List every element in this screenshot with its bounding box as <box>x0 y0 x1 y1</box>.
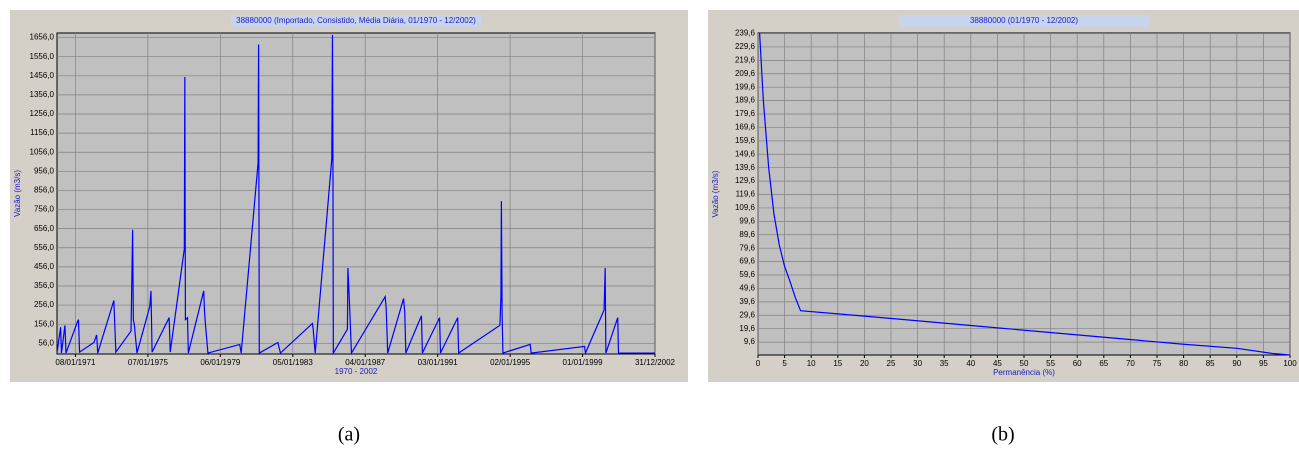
y-tick-label: 159,6 <box>735 136 756 145</box>
x-axis-label: 1970 - 2002 <box>335 367 378 376</box>
x-tick-label: 02/01/1995 <box>490 358 531 367</box>
x-tick-label: 70 <box>1126 359 1135 368</box>
y-axis-label: Vazão (m3/s) <box>711 170 720 217</box>
y-tick-label: 1356,0 <box>30 90 55 99</box>
x-tick-label: 25 <box>887 359 896 368</box>
y-tick-label: 356,0 <box>34 281 55 290</box>
y-tick-label: 56,0 <box>38 338 54 347</box>
data-line <box>56 34 655 356</box>
title-bar <box>899 15 1149 27</box>
y-tick-label: 59,6 <box>739 270 755 279</box>
x-axis-label: Permanência (%) <box>993 368 1055 377</box>
y-tick-label: 29,6 <box>739 310 755 319</box>
plot-area <box>56 32 656 355</box>
x-tick-label: 35 <box>940 359 949 368</box>
y-tick-label: 39,6 <box>739 297 755 306</box>
y-tick-label: 129,6 <box>735 176 756 185</box>
y-tick-label: 1256,0 <box>30 109 55 118</box>
caption: (a) <box>338 424 360 446</box>
y-tick-label: 656,0 <box>34 224 55 233</box>
y-tick-label: 239,6 <box>735 29 756 38</box>
x-tick-label: 01/01/1999 <box>563 358 604 367</box>
y-tick-label: 79,6 <box>739 243 755 252</box>
x-tick-label: 30 <box>913 359 922 368</box>
x-tick-label: 08/01/1971 <box>55 358 96 367</box>
y-tick-label: 856,0 <box>34 186 55 195</box>
y-tick-label: 156,0 <box>34 319 55 328</box>
y-tick-label: 1056,0 <box>30 147 55 156</box>
y-axis-label: Vazão (m3/s) <box>13 170 22 217</box>
x-tick-label: 65 <box>1099 359 1108 368</box>
y-tick-label: 189,6 <box>735 96 756 105</box>
x-tick-label: 04/01/1987 <box>345 358 386 367</box>
x-tick-label: 75 <box>1153 359 1162 368</box>
x-tick-label: 31/12/2002 <box>635 358 676 367</box>
y-tick-label: 199,6 <box>735 82 756 91</box>
y-tick-label: 69,6 <box>739 257 755 266</box>
y-tick-label: 229,6 <box>735 42 756 51</box>
data-line <box>759 32 1291 356</box>
y-tick-label: 149,6 <box>735 149 756 158</box>
chart-title: 38880000 (Importado, Consistido, Média D… <box>236 16 476 25</box>
x-tick-label: 5 <box>782 359 787 368</box>
x-tick-label: 60 <box>1073 359 1082 368</box>
x-tick-label: 95 <box>1259 359 1268 368</box>
x-tick-label: 80 <box>1179 359 1188 368</box>
x-tick-label: 0 <box>756 359 761 368</box>
y-tick-label: 256,0 <box>34 300 55 309</box>
y-tick-label: 119,6 <box>736 190 756 199</box>
x-tick-label: 15 <box>833 359 842 368</box>
y-tick-label: 49,6 <box>739 284 755 293</box>
x-tick-label: 40 <box>966 359 975 368</box>
y-tick-label: 556,0 <box>34 243 55 252</box>
y-tick-label: 109,6 <box>735 203 756 212</box>
x-tick-label: 55 <box>1046 359 1055 368</box>
y-tick-label: 1456,0 <box>30 71 55 80</box>
y-tick-label: 9,6 <box>744 337 756 346</box>
x-tick-label: 50 <box>1020 359 1029 368</box>
y-tick-label: 956,0 <box>34 166 55 175</box>
x-tick-label: 85 <box>1206 359 1215 368</box>
y-tick-label: 1556,0 <box>30 52 55 61</box>
caption: (b) <box>991 424 1014 446</box>
y-tick-label: 1656,0 <box>30 33 55 42</box>
y-tick-label: 99,6 <box>739 216 755 225</box>
y-tick-label: 179,6 <box>735 109 756 118</box>
x-tick-label: 03/01/1991 <box>418 358 459 367</box>
x-tick-label: 07/01/1975 <box>128 358 169 367</box>
y-tick-label: 19,6 <box>739 324 755 333</box>
y-tick-label: 209,6 <box>735 69 756 78</box>
x-tick-label: 20 <box>860 359 869 368</box>
y-tick-label: 139,6 <box>735 163 756 172</box>
y-tick-label: 219,6 <box>735 55 756 64</box>
chart-title: 38880000 (01/1970 - 12/2002) <box>970 16 1078 25</box>
x-tick-label: 45 <box>993 359 1002 368</box>
y-tick-label: 456,0 <box>34 262 55 271</box>
y-tick-label: 89,6 <box>739 230 755 239</box>
y-tick-label: 169,6 <box>735 123 756 132</box>
x-tick-label: 10 <box>807 359 816 368</box>
y-tick-label: 756,0 <box>34 205 55 214</box>
x-tick-label: 100 <box>1283 359 1297 368</box>
x-tick-label: 05/01/1983 <box>273 358 314 367</box>
x-tick-label: 90 <box>1232 359 1241 368</box>
y-tick-label: 1156,0 <box>30 128 54 137</box>
x-tick-label: 06/01/1979 <box>200 358 241 367</box>
title-bar <box>231 15 481 27</box>
